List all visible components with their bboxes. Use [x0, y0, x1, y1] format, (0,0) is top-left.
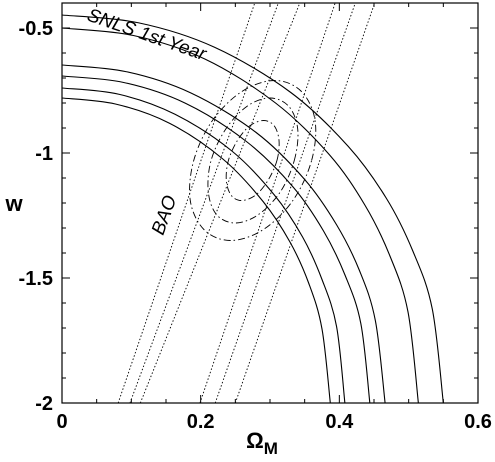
x-tick-label: 0.4 [325, 411, 354, 433]
contour-line [117, 3, 256, 403]
contour-line [189, 80, 317, 241]
contour-line [225, 120, 280, 201]
contour-line [62, 27, 419, 403]
contour-line [129, 3, 279, 403]
contour-line [62, 87, 346, 403]
plot-frame [61, 2, 479, 404]
annotation: BAO [148, 193, 182, 238]
x-axis-label-subscript: M [264, 439, 278, 458]
contour-line [214, 3, 356, 403]
y-tick-label: -1 [35, 143, 53, 165]
annotation: SNLS 1st Year [84, 5, 209, 66]
y-tick-label: -2 [35, 393, 53, 415]
contour-line [62, 64, 386, 403]
y-tick-label: -0.5 [19, 18, 53, 40]
contour-line [234, 3, 376, 403]
x-axis-label: ΩM [246, 428, 278, 458]
x-tick-label: 0 [56, 411, 67, 433]
contour-line [62, 75, 371, 403]
contour-line [62, 97, 331, 403]
y-tick-label: -1.5 [19, 268, 53, 290]
x-tick-label: 0.2 [187, 411, 215, 433]
contour-line [62, 14, 444, 403]
contour-line [199, 3, 336, 403]
x-tick-label: 0.6 [464, 411, 492, 433]
y-axis-label: w [4, 191, 23, 216]
x-axis-label-symbol: Ω [246, 428, 264, 453]
